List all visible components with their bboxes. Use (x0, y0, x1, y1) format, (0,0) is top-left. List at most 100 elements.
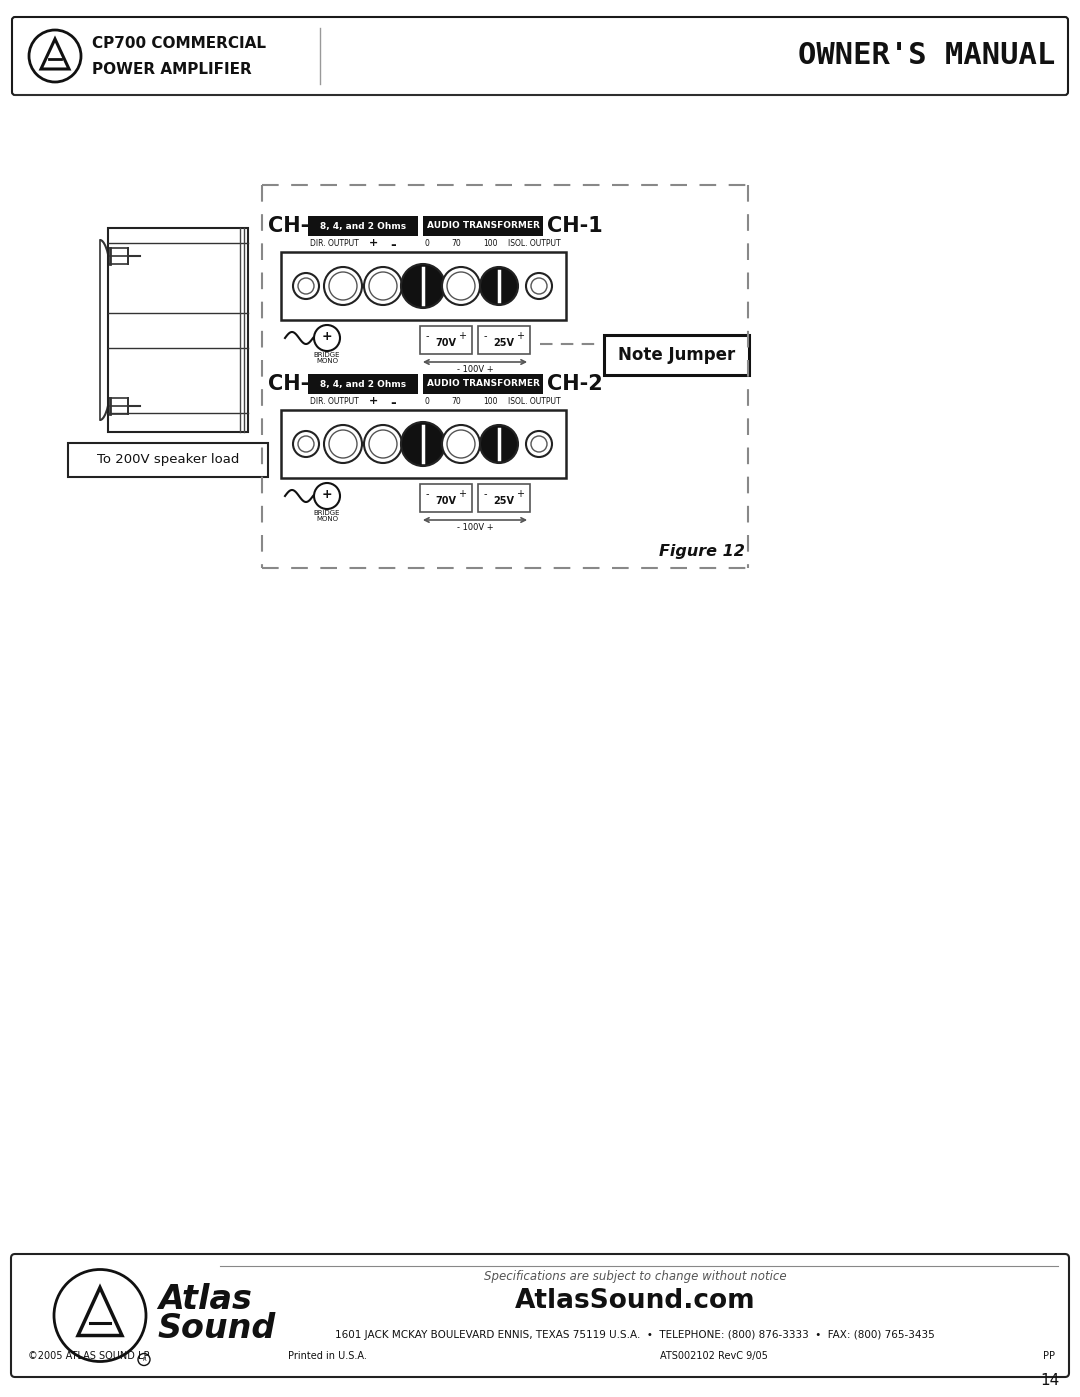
Text: +: + (458, 331, 465, 341)
Text: 8, 4, and 2 Ohms: 8, 4, and 2 Ohms (320, 222, 406, 231)
Circle shape (314, 483, 340, 509)
Bar (423, 374, 543, 394)
Text: ISOL. OUTPUT: ISOL. OUTPUT (508, 397, 561, 407)
Text: CP700 COMMERCIAL: CP700 COMMERCIAL (92, 36, 266, 52)
Text: +: + (516, 331, 524, 341)
Text: DIR. OUTPUT: DIR. OUTPUT (310, 397, 359, 407)
Text: Atlas: Atlas (158, 1282, 252, 1316)
Text: ATS002102 RevC 9/05: ATS002102 RevC 9/05 (660, 1351, 768, 1361)
Text: -: - (426, 331, 430, 341)
Circle shape (442, 267, 480, 305)
Text: PP: PP (1043, 1351, 1055, 1361)
Text: +: + (516, 489, 524, 499)
FancyBboxPatch shape (11, 1255, 1069, 1377)
Bar (108, 228, 248, 432)
Circle shape (442, 425, 480, 462)
Text: - 100V +: - 100V + (457, 365, 494, 374)
Text: DIR. OUTPUT: DIR. OUTPUT (310, 239, 359, 249)
Bar (68, 443, 268, 476)
Circle shape (369, 430, 397, 458)
Circle shape (447, 272, 475, 300)
Text: +: + (322, 331, 333, 344)
Text: CH-2: CH-2 (268, 374, 324, 394)
Text: Note Jumper: Note Jumper (618, 346, 735, 365)
Text: MONO: MONO (316, 358, 338, 365)
Circle shape (369, 272, 397, 300)
Text: R: R (143, 1356, 146, 1362)
Bar (423, 217, 543, 236)
Text: -: - (390, 395, 396, 409)
Text: 70: 70 (451, 397, 461, 407)
Text: 25V: 25V (494, 338, 514, 348)
Text: -: - (484, 331, 487, 341)
Text: BRIDGE: BRIDGE (314, 352, 340, 358)
Text: 14: 14 (1041, 1373, 1059, 1389)
Text: - 100V +: - 100V + (457, 522, 494, 532)
Circle shape (314, 326, 340, 351)
Text: AtlasSound.com: AtlasSound.com (515, 1288, 755, 1315)
Text: OWNER'S MANUAL: OWNER'S MANUAL (798, 42, 1055, 70)
Text: CH-2: CH-2 (546, 374, 603, 394)
Text: BRIDGE: BRIDGE (314, 510, 340, 515)
Bar (478, 483, 530, 511)
Circle shape (526, 272, 552, 299)
Text: Sound: Sound (158, 1312, 276, 1345)
Text: 100: 100 (483, 397, 497, 407)
Text: Figure 12: Figure 12 (659, 543, 745, 559)
Text: Specifications are subject to change without notice: Specifications are subject to change wit… (484, 1270, 786, 1282)
Text: +: + (368, 395, 378, 407)
Circle shape (480, 267, 518, 305)
Circle shape (293, 272, 319, 299)
Text: Printed in U.S.A.: Printed in U.S.A. (288, 1351, 367, 1361)
Text: ©2005 ATLAS SOUND LP: ©2005 ATLAS SOUND LP (28, 1351, 149, 1361)
Circle shape (531, 436, 546, 453)
Bar (308, 217, 418, 236)
Circle shape (401, 264, 445, 307)
Circle shape (526, 432, 552, 457)
Text: 70: 70 (451, 239, 461, 249)
Bar (604, 335, 750, 374)
Text: +: + (368, 237, 378, 249)
Circle shape (324, 267, 362, 305)
Text: -: - (484, 489, 487, 499)
Text: 100: 100 (483, 239, 497, 249)
Text: To 200V speaker load: To 200V speaker load (97, 454, 239, 467)
Text: POWER AMPLIFIER: POWER AMPLIFIER (92, 63, 252, 77)
Text: 1601 JACK MCKAY BOULEVARD ENNIS, TEXAS 75119 U.S.A.  •  TELEPHONE: (800) 876-333: 1601 JACK MCKAY BOULEVARD ENNIS, TEXAS 7… (335, 1330, 935, 1340)
Bar (308, 374, 418, 394)
Circle shape (447, 430, 475, 458)
Circle shape (531, 278, 546, 293)
Text: MONO: MONO (316, 515, 338, 522)
Circle shape (293, 432, 319, 457)
FancyBboxPatch shape (12, 17, 1068, 95)
Text: AUDIO TRANSFORMER: AUDIO TRANSFORMER (427, 380, 539, 388)
Circle shape (298, 436, 314, 453)
Text: AUDIO TRANSFORMER: AUDIO TRANSFORMER (427, 222, 539, 231)
Text: ISOL. OUTPUT: ISOL. OUTPUT (508, 239, 561, 249)
Circle shape (329, 430, 357, 458)
Text: 0: 0 (424, 397, 430, 407)
Circle shape (364, 267, 402, 305)
Text: 8, 4, and 2 Ohms: 8, 4, and 2 Ohms (320, 380, 406, 388)
Text: 0: 0 (424, 239, 430, 249)
Text: CH-1: CH-1 (268, 217, 324, 236)
Text: 70V: 70V (435, 338, 457, 348)
Circle shape (298, 278, 314, 293)
Bar (478, 326, 530, 353)
Bar (281, 251, 566, 320)
Circle shape (480, 425, 518, 462)
Text: -: - (390, 237, 396, 251)
Circle shape (401, 422, 445, 467)
Text: +: + (322, 489, 333, 502)
Circle shape (329, 272, 357, 300)
Bar (281, 409, 566, 478)
Text: CH-1: CH-1 (546, 217, 603, 236)
Circle shape (364, 425, 402, 462)
Text: +: + (458, 489, 465, 499)
Circle shape (324, 425, 362, 462)
Text: 25V: 25V (494, 496, 514, 506)
Text: -: - (426, 489, 430, 499)
Text: 70V: 70V (435, 496, 457, 506)
Bar (420, 483, 472, 511)
Bar (420, 326, 472, 353)
